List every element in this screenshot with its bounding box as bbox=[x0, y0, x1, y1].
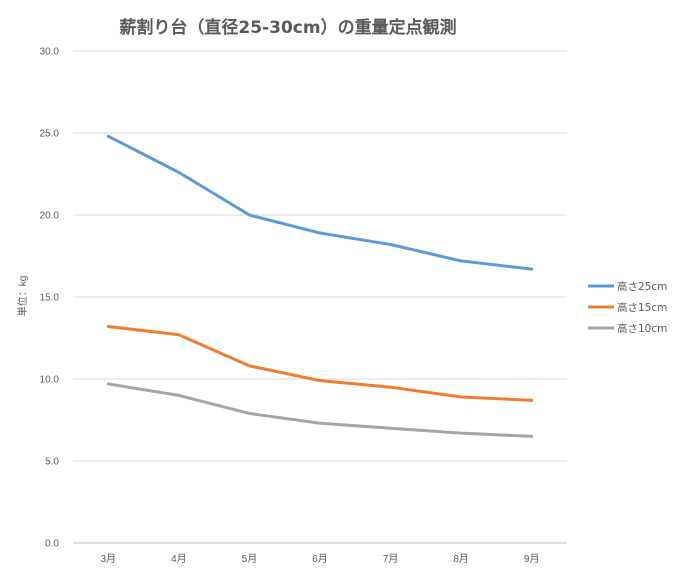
y-tick-label: 20.0 bbox=[40, 211, 60, 222]
series-line-2 bbox=[106, 325, 534, 402]
y-tick-label: 30.0 bbox=[40, 47, 60, 58]
x-tick-label: 6月 bbox=[312, 553, 328, 565]
y-tick-label: 10.0 bbox=[40, 375, 60, 386]
y-tick-label: 25.0 bbox=[40, 129, 60, 140]
y-tick-label: 5.0 bbox=[45, 457, 59, 468]
series-line-3 bbox=[106, 382, 534, 438]
y-tick-label: 0.0 bbox=[45, 539, 59, 550]
x-tick-label: 7月 bbox=[383, 553, 399, 565]
y-tick-label: 15.0 bbox=[40, 293, 60, 304]
series-line-1 bbox=[106, 134, 534, 271]
x-tick-label: 9月 bbox=[524, 553, 540, 565]
y-axis-label: 単位：kg bbox=[16, 276, 29, 317]
x-tick-label: 8月 bbox=[453, 553, 469, 565]
legend-label: 高さ10cm bbox=[617, 322, 667, 335]
x-tick-label: 3月 bbox=[101, 553, 117, 565]
chart-title: 薪割り台（直径25-30cm）の重量定点観測 bbox=[119, 17, 456, 38]
x-tick-label: 4月 bbox=[171, 553, 187, 565]
x-tick-label: 5月 bbox=[242, 553, 258, 565]
legend-label: 高さ25cm bbox=[617, 280, 667, 293]
legend-label: 高さ15cm bbox=[617, 301, 667, 314]
